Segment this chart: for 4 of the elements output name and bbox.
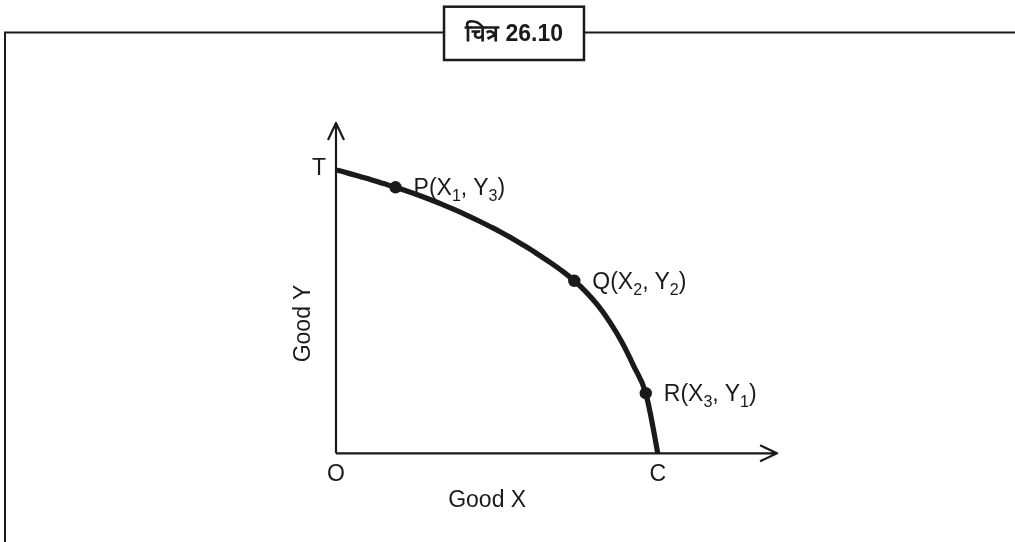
annotation: T — [311, 154, 326, 180]
xlabel: Good X — [448, 486, 527, 513]
ylabel: Good Y — [289, 284, 315, 363]
title: चित्र 26.10 — [465, 20, 563, 46]
